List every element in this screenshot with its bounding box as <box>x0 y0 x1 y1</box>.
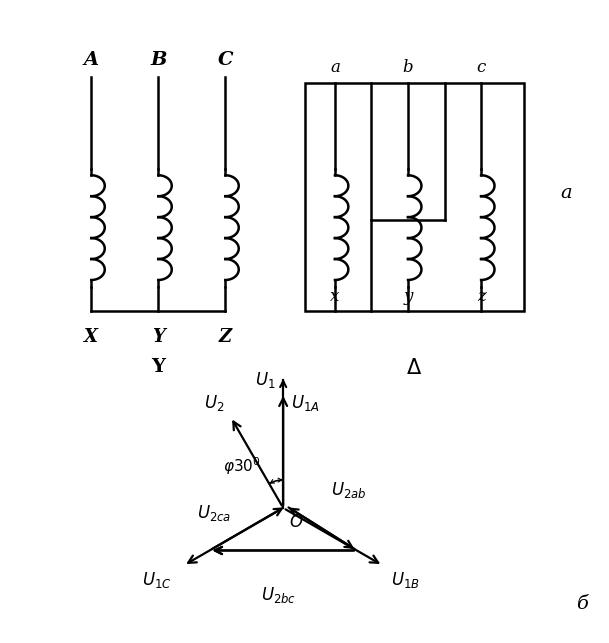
Text: $U_{1C}$: $U_{1C}$ <box>142 570 172 590</box>
Text: c: c <box>476 59 486 76</box>
Text: $U_{2ca}$: $U_{2ca}$ <box>197 503 231 523</box>
Text: $U_{1A}$: $U_{1A}$ <box>291 393 320 413</box>
Text: $\Delta$: $\Delta$ <box>406 358 422 378</box>
Text: $U_2$: $U_2$ <box>204 393 225 413</box>
Text: z: z <box>477 288 485 305</box>
Text: $U_{2ab}$: $U_{2ab}$ <box>331 480 367 500</box>
Text: b: b <box>403 59 414 76</box>
Text: X: X <box>85 328 98 346</box>
Text: б: б <box>576 595 588 613</box>
Text: Y: Y <box>152 328 165 346</box>
Text: a: a <box>330 59 340 76</box>
Text: а: а <box>560 184 572 202</box>
Text: $O$: $O$ <box>289 514 304 531</box>
Text: $U_1$: $U_1$ <box>255 370 275 390</box>
Text: A: A <box>84 51 99 69</box>
Text: $\varphi 30^0$: $\varphi 30^0$ <box>223 455 261 477</box>
Text: $U_{1B}$: $U_{1B}$ <box>391 570 420 590</box>
Text: B: B <box>150 51 167 69</box>
Text: x: x <box>330 288 340 305</box>
Text: Y: Y <box>152 358 165 376</box>
Text: y: y <box>403 288 413 305</box>
Text: C: C <box>217 51 233 69</box>
Text: $U_{2bc}$: $U_{2bc}$ <box>261 585 296 605</box>
Text: Z: Z <box>219 328 232 346</box>
Bar <box>304 83 524 311</box>
